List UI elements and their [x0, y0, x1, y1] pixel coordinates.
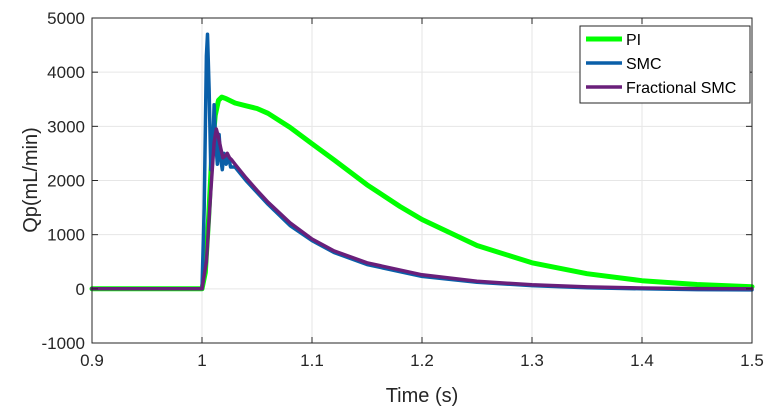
series-line-fractional-smc: [90, 127, 754, 291]
y-tick-label: 3000: [47, 117, 85, 136]
y-tick-label: 4000: [47, 63, 85, 82]
y-axis-label: Qp(mL/min): [20, 127, 42, 233]
legend-label-fractional-smc: Fractional SMC: [626, 80, 736, 97]
y-tick-label: 2000: [47, 172, 85, 191]
x-tick-label: 1.4: [630, 351, 654, 370]
x-tick-label: 1.5: [740, 351, 764, 370]
x-tick-label: 1.3: [520, 351, 544, 370]
y-tick-label: 0: [76, 280, 85, 299]
x-axis-ticks: 0.9 1 1.1 1.2 1.3 1.4 1.5: [80, 18, 764, 370]
legend: PI SMC Fractional SMC: [579, 25, 751, 104]
x-axis-label: Time (s): [386, 385, 459, 407]
y-tick-label: 5000: [47, 9, 85, 28]
y-axis-ticks: -1000 0 1000 2000 3000 4000 5000: [42, 9, 752, 353]
x-tick-label: 1.2: [410, 351, 434, 370]
x-tick-label: 0.9: [80, 351, 104, 370]
series-layer: [89, 32, 755, 292]
legend-label-smc: SMC: [626, 56, 662, 73]
y-tick-label: -1000: [42, 334, 85, 353]
x-tick-label: 1.1: [300, 351, 324, 370]
legend-label-pi: PI: [626, 32, 641, 49]
y-tick-label: 1000: [47, 226, 85, 245]
x-tick-label: 1: [197, 351, 206, 370]
